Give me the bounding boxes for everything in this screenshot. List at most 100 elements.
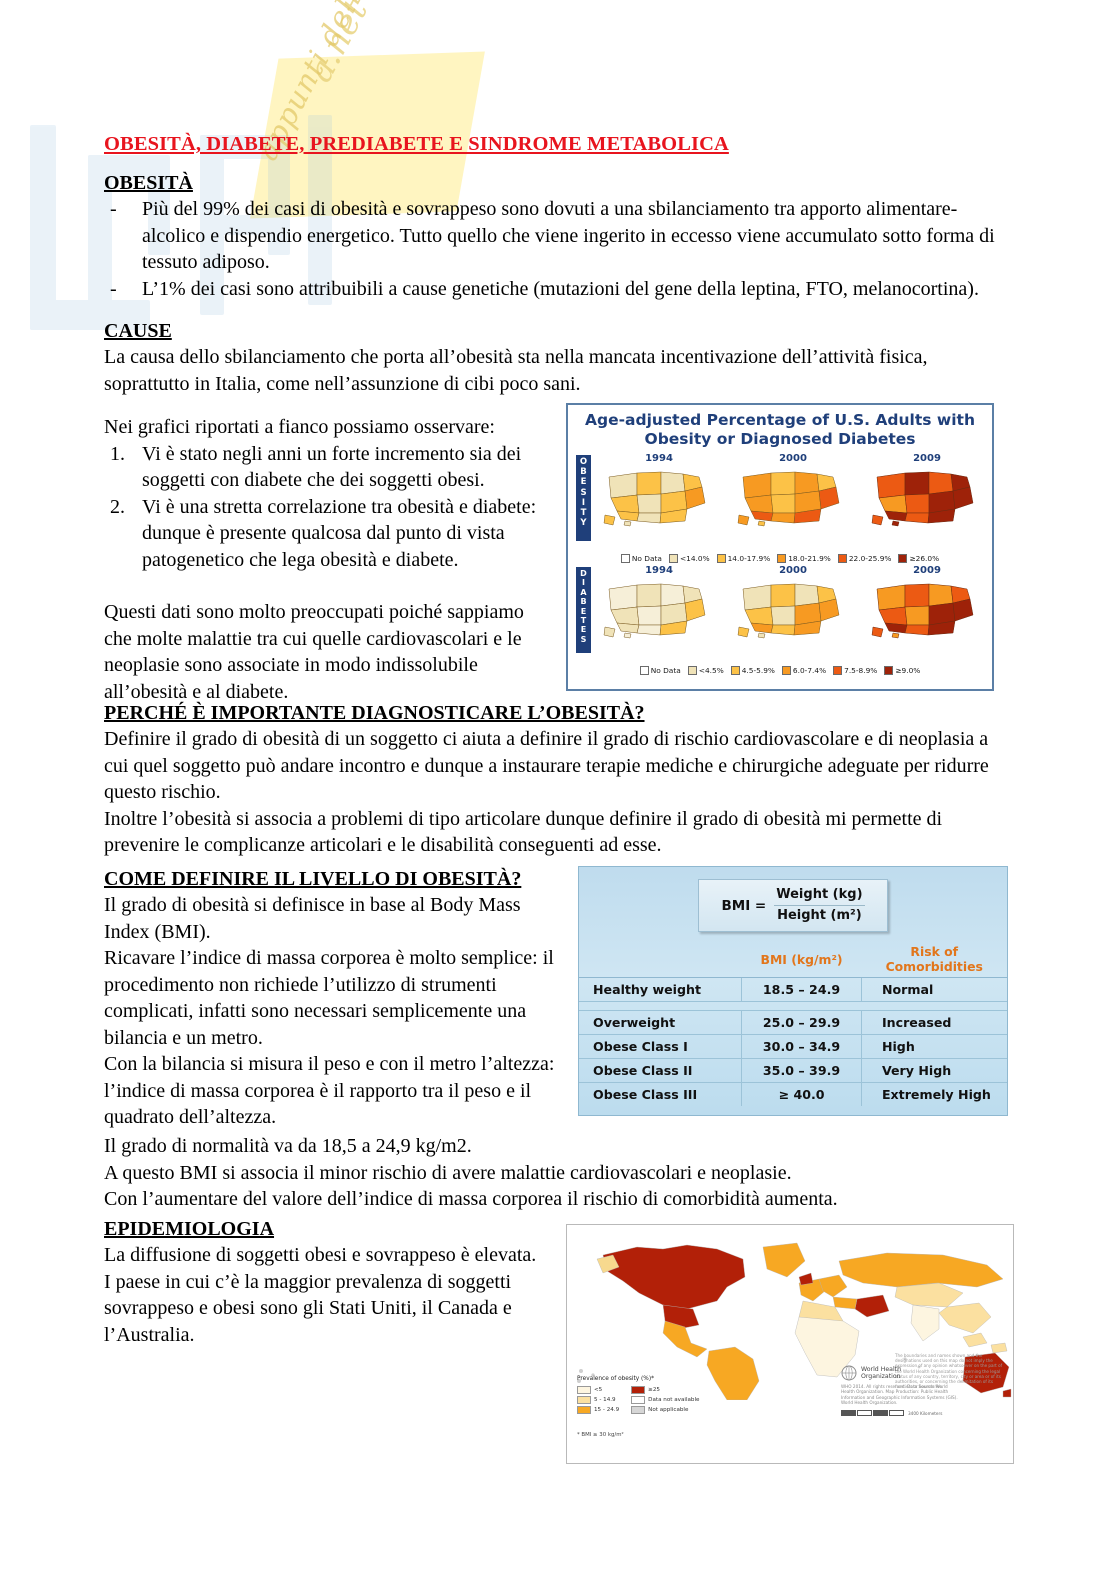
legend-column-left: <5 5 - 14.9 15 - 24.9 — [577, 1385, 619, 1415]
cell-risk: High — [861, 1034, 1007, 1059]
legend-item: 14.0-17.9% — [716, 554, 770, 563]
cell-category: Healthy weight — [579, 977, 743, 1002]
list-item-text: Vi è stato negli anni un forte increment… — [142, 442, 522, 492]
legend-swatch — [577, 1395, 591, 1404]
figure-bmi-classification-table: BMI = Weight (kg) Height (m²) BMI (kg/m²… — [578, 866, 1008, 1116]
section-heading-perche: PERCHÉ È IMPORTANTE DIAGNOSTICARE L’OBES… — [104, 702, 645, 724]
legend-label: 18.0-21.9% — [788, 554, 831, 563]
world-map-art — [567, 1225, 1013, 1400]
who-name-line-2: Organization — [861, 1373, 901, 1380]
legend-footnote: * BMI ≥ 30 kg/m² — [577, 1432, 624, 1438]
table-row: Healthy weight 18.5 – 24.9 Normal — [579, 977, 1007, 1002]
legend-label: Data not available — [648, 1396, 700, 1403]
cell-category: Obese Class II — [579, 1058, 743, 1083]
bmi-note-line-2: A questo BMI si associa il minor rischio… — [104, 1161, 792, 1184]
legend-label: ≥26.0% — [909, 554, 940, 563]
map-scale-bar: 3400 Kilometers — [841, 1409, 961, 1416]
legend-swatch — [631, 1406, 646, 1415]
bmi-table: BMI (kg/m²) Risk of Comorbidities Health… — [579, 940, 1007, 1106]
legend-label: No Data — [650, 666, 681, 675]
bmi-table-head: BMI (kg/m²) Risk of Comorbidities — [579, 940, 1007, 978]
legend-swatch — [687, 666, 697, 675]
legend-swatch — [631, 1395, 646, 1404]
legend-label: ≥9.0% — [895, 666, 921, 675]
list-item: 1. Vi è stato negli anni un forte increm… — [104, 441, 554, 494]
legend-item: 5 - 14.9 — [577, 1395, 619, 1405]
legend-swatch — [631, 1385, 646, 1394]
legend-swatch — [837, 554, 847, 563]
bmi-formula-label: BMI = — [721, 897, 767, 914]
section-cause: CAUSE La causa dello sbilanciamento che … — [104, 320, 1008, 397]
map-year-label: 2009 — [913, 565, 941, 576]
legend-column-right: ≥25 Data not available Not applicable — [631, 1385, 700, 1415]
table-row: Overweight 25.0 – 29.9 Increased — [579, 1010, 1007, 1035]
map-year-label: 2000 — [779, 565, 807, 576]
bmi-note-line-3: Con l’aumentare del valore dell’indice d… — [104, 1188, 838, 1210]
page-title: OBESITÀ, DIABETE, PREDIABETE E SINDROME … — [104, 133, 729, 155]
us-map-icon — [600, 577, 718, 643]
bmi-formula-box: BMI = Weight (kg) Height (m²) — [698, 879, 888, 932]
us-map-icon — [734, 577, 852, 643]
legend-item: <5 — [577, 1385, 619, 1395]
map-year-label: 1994 — [645, 565, 673, 576]
grafici-closing: Questi dati sono molto preoccupati poich… — [104, 601, 524, 703]
cell-bmi: 25.0 – 29.9 — [741, 1010, 862, 1035]
scale-label: 3400 Kilometers — [908, 1410, 943, 1416]
legend-swatch — [668, 554, 678, 563]
obesity-maps-strip: 1994 — [600, 453, 986, 531]
us-map-icon — [868, 465, 986, 531]
legend-label: 6.0-7.4% — [792, 666, 827, 675]
section-bmi-notes: Il grado di normalità va da 18,5 a 24,9 … — [104, 1133, 1008, 1213]
world-map-legend: Prevalence of obesity (%)* <5 5 - 14.9 1… — [577, 1375, 700, 1415]
cell-risk: Extremely High — [861, 1082, 1007, 1106]
section-heading-epidemiologia: EPIDEMIOLOGIA — [104, 1218, 275, 1240]
scale-segment — [889, 1409, 904, 1416]
cell-bmi: ≥ 40.0 — [741, 1082, 862, 1106]
cell-bmi: 30.0 – 34.9 — [741, 1034, 862, 1059]
who-fine-print: WHO 2014. All rights reserved. Data Sour… — [841, 1384, 958, 1406]
legend-item: No Data — [620, 554, 662, 563]
figure-title-line-2: Obesity or Diagnosed Diabetes — [644, 430, 916, 448]
legend-label: 4.5-5.9% — [741, 666, 775, 675]
us-map-icon — [600, 465, 718, 531]
come-definire-paragraph-2: Ricavare l’indice di massa corporea è mo… — [104, 947, 554, 1049]
map-year-label: 2009 — [913, 453, 941, 464]
list-item: 2. Vi è una stretta correlazione tra obe… — [104, 494, 554, 574]
section-grafici: Nei grafici riportati a fianco possiamo … — [104, 414, 554, 705]
figure-title-line-1: Age-adjusted Percentage of U.S. Adults w… — [585, 411, 975, 429]
epidemiologia-paragraph-2: I paese in cui c’è la maggior prevalenza… — [104, 1270, 512, 1346]
legend-label: Not applicable — [648, 1406, 689, 1413]
figure-title: Age-adjusted Percentage of U.S. Adults w… — [568, 405, 992, 451]
legend-title: Prevalence of obesity (%)* — [577, 1376, 654, 1382]
legend-label: <5 — [594, 1386, 603, 1393]
bmi-table-body: Healthy weight 18.5 – 24.9 Normal Overwe… — [579, 977, 1007, 1106]
legend-obesity: No Data <14.0% 14.0-17.9% 18.0-21.9% 22.… — [568, 554, 992, 563]
map-cell: 1994 — [600, 565, 718, 643]
map-cell: 1994 — [600, 453, 718, 531]
map-cell: 2000 — [734, 565, 852, 643]
section-epidemiologia: EPIDEMIOLOGIA La diffusione di soggetti … — [104, 1218, 554, 1348]
cell-category: Obese Class I — [579, 1034, 743, 1059]
table-row: Obese Class III ≥ 40.0 Extremely High — [579, 1082, 1007, 1106]
bmi-formula-fraction: Weight (kg) Height (m²) — [774, 886, 865, 925]
bmi-note-line-1: Il grado di normalità va da 18,5 a 24,9 … — [104, 1135, 472, 1157]
map-year-label: 2000 — [779, 453, 807, 464]
legend-item: 18.0-21.9% — [777, 554, 831, 563]
bmi-formula-denominator: Height (m²) — [777, 908, 862, 923]
map-cell: 2009 — [868, 453, 986, 531]
cause-paragraph: La causa dello sbilanciamento che porta … — [104, 346, 928, 395]
legend-item: <4.5% — [687, 666, 724, 675]
legend-swatch — [833, 666, 843, 675]
legend-item: ≥9.0% — [884, 666, 920, 675]
who-name-line-1: World Health — [861, 1365, 902, 1373]
epidemiologia-paragraph-1: La diffusione di soggetti obesi e sovrap… — [104, 1244, 537, 1266]
legend-item: 6.0-7.4% — [781, 666, 827, 675]
legend-diabetes: No Data <4.5% 4.5-5.9% 6.0-7.4% 7.5-8.9%… — [568, 666, 992, 675]
legend-label: 7.5-8.9% — [844, 666, 878, 675]
cell-bmi: 35.0 – 39.9 — [741, 1058, 862, 1083]
